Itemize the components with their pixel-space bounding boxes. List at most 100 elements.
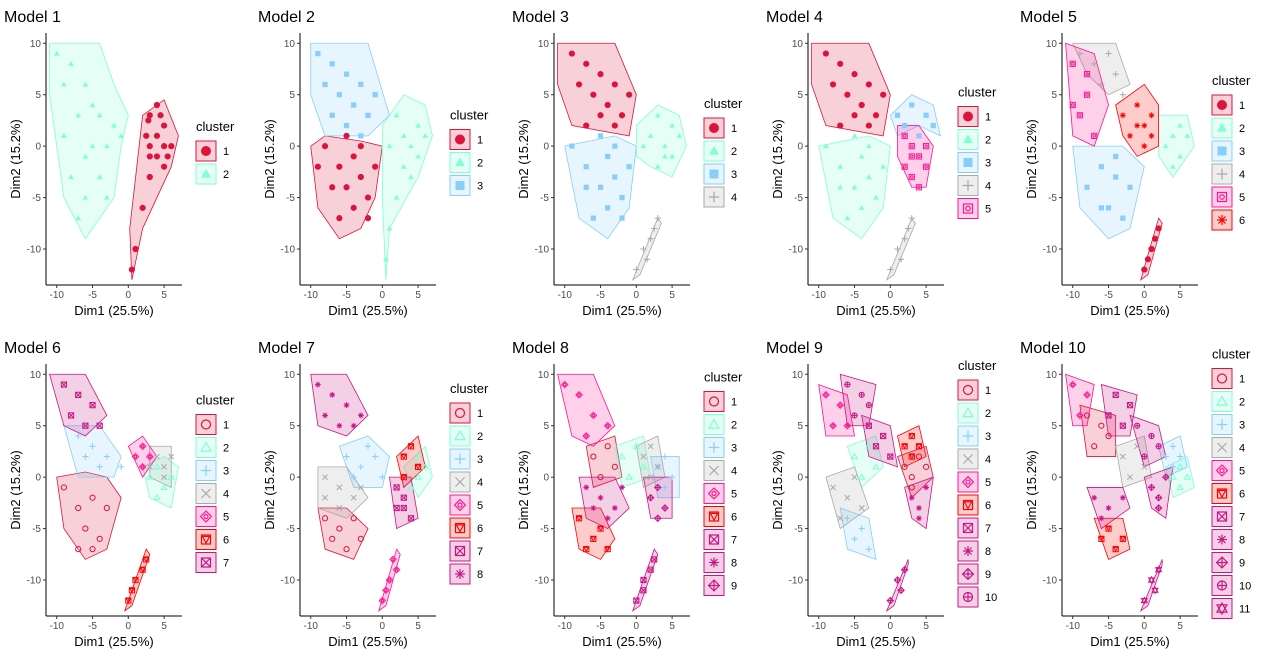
legend-label-1: 1 [1239,100,1245,112]
legend-label-5: 5 [477,500,483,512]
point-cluster-3 [583,164,589,170]
legend-key-5 [1211,460,1233,481]
point-cluster-2 [89,102,96,108]
point-cluster-8 [590,505,597,511]
chart-title: Model 2 [258,9,315,26]
point-cluster-7 [633,597,640,604]
legend-marker-6 [200,534,212,545]
legend-marker-1 [708,396,720,407]
point-cluster-4 [146,463,153,470]
legend-marker-2 [200,441,212,452]
legend-label-2: 2 [477,431,483,443]
legend-label-1: 1 [477,408,483,420]
panel-model-9: Model 9 -10 -5 0 5 -10 -5 0 5 10 Dim1 (25.5%) Dim2 … [766,340,997,649]
point-cluster-8 [357,412,364,419]
legend-key-1 [449,402,471,424]
legend-key-5 [957,198,979,219]
point-cluster-3 [1084,184,1090,190]
data-points [822,50,936,273]
point-cluster-1 [139,204,146,211]
chart-title: Model 9 [766,340,823,357]
x-tick-label: 0 [126,290,132,301]
point-cluster-5 [901,163,908,170]
legend-label-1: 1 [223,146,229,158]
legend-label-1: 1 [731,397,737,409]
point-cluster-3 [103,453,110,460]
x-axis-label: Dim1 (25.5%) [836,634,915,649]
legend-marker-5 [961,475,975,489]
point-cluster-8 [916,505,922,511]
y-tick-label: -5 [286,524,295,535]
point-cluster-2 [873,194,879,200]
x-tick-label: -5 [1104,290,1113,301]
y-tick-label: 5 [35,90,41,101]
legend-label-6: 6 [477,523,483,535]
point-cluster-3 [82,453,89,460]
point-cluster-6 [1105,525,1112,532]
point-cluster-3 [329,61,335,67]
legend-marker-4 [962,180,974,191]
point-cluster-1 [364,215,372,222]
point-cluster-4 [654,463,661,470]
x-tick-label: 5 [161,621,167,632]
point-cluster-3 [350,474,357,481]
point-cluster-3 [597,184,604,190]
cluster-hull-3 [1072,145,1145,240]
legend-key-1 [703,391,725,412]
point-cluster-3 [858,525,865,532]
cluster-hull-1 [557,42,637,137]
point-cluster-1 [865,122,872,129]
point-cluster-7 [1119,422,1126,429]
y-axis-label: Dim2 (15.2%) [262,119,277,198]
cluster-hull-1 [585,435,623,488]
point-cluster-2 [1162,143,1169,149]
cluster-hull-2 [49,42,129,240]
point-cluster-4 [858,505,865,511]
point-cluster-2 [662,143,668,149]
point-cluster-1 [908,484,915,491]
point-cluster-10 [844,381,851,388]
point-cluster-2 [407,483,415,491]
point-cluster-1 [822,50,829,57]
point-cluster-5 [138,442,147,451]
legend-label-5: 5 [223,512,229,524]
data-points [53,50,175,273]
cluster-hull-2 [381,94,433,280]
point-cluster-9 [653,483,662,492]
data-points [60,381,175,604]
point-cluster-3 [358,81,364,88]
point-cluster-3 [851,535,858,542]
legend-marker-5 [453,498,467,512]
legend-label-1: 1 [731,123,737,135]
point-cluster-8 [619,484,625,491]
point-cluster-7 [1112,391,1119,398]
point-cluster-6 [400,474,407,481]
legend-key-5 [449,494,471,516]
legend-marker-4 [708,191,720,203]
point-cluster-7 [1105,412,1112,419]
y-tick-label: 10 [1046,370,1058,381]
point-cluster-1 [1141,266,1148,273]
point-cluster-2 [662,153,668,159]
legend-title: cluster [704,370,743,385]
point-cluster-8 [611,505,618,511]
point-cluster-3 [343,122,350,129]
point-cluster-6 [1134,102,1141,108]
y-tick-label: 0 [35,142,41,153]
point-cluster-8 [343,402,350,409]
legend-title: cluster [450,108,489,123]
point-cluster-1 [575,81,583,88]
point-cluster-2 [880,163,887,169]
x-tick-label: 5 [923,621,929,632]
legend-title: cluster [1212,73,1251,88]
point-cluster-1 [851,71,858,78]
legend-key-6 [449,517,471,539]
point-cluster-8 [315,381,321,388]
point-cluster-3 [1176,453,1184,460]
point-cluster-4 [901,235,908,242]
point-cluster-6 [1127,132,1133,139]
point-cluster-1 [590,91,597,98]
point-cluster-5 [382,586,390,595]
point-cluster-3 [661,453,669,460]
legend-title: cluster [704,96,743,111]
